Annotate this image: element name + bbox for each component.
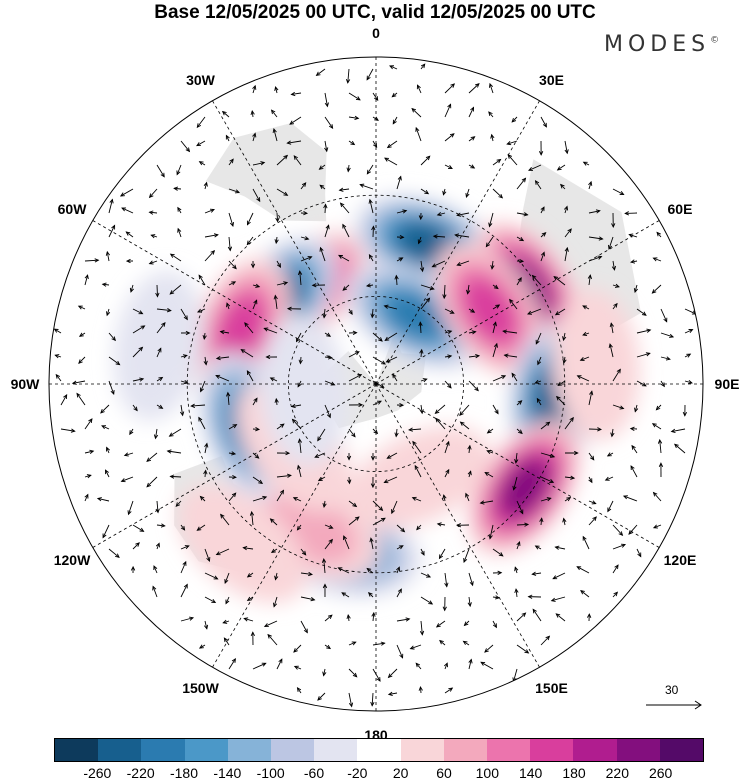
colorbar-tick-label: 220 xyxy=(605,765,630,781)
colorbar-tick-label: -60 xyxy=(303,765,325,781)
colorbar-swatch xyxy=(314,739,358,761)
longitude-label: 150W xyxy=(182,679,219,696)
longitude-label: 0 xyxy=(372,25,380,41)
colorbar-swatch xyxy=(573,739,617,761)
longitude-label: 120E xyxy=(663,551,697,568)
colorbar-tick-label: -260 xyxy=(83,765,112,781)
colorbar-tick-label: -220 xyxy=(126,765,155,781)
longitude-label: 120W xyxy=(53,551,91,568)
map-border xyxy=(48,56,704,712)
longitude-label: 150E xyxy=(535,679,568,696)
wind-vectors xyxy=(53,63,697,708)
colorbar-tick-label: -100 xyxy=(256,765,285,781)
colorbar-swatch xyxy=(659,739,704,761)
colorbar-swatch xyxy=(271,739,315,761)
modes-logo: MODES© xyxy=(604,32,720,57)
colorbar-tick-label: 60 xyxy=(436,765,452,781)
colorbar-tick-label: -180 xyxy=(169,765,199,781)
colorbar-swatch xyxy=(357,739,401,761)
colorbar-tick-label: 260 xyxy=(648,765,673,781)
anomaly-field xyxy=(113,195,641,603)
anomaly-8 xyxy=(467,420,582,556)
anomaly-15 xyxy=(259,314,349,467)
longitude-label: 90W xyxy=(10,376,40,392)
colorbar-swatch xyxy=(227,739,272,761)
anomaly-16 xyxy=(551,288,641,441)
colorbar-tick-label: 140 xyxy=(518,765,543,781)
longitude-label: 60E xyxy=(667,200,693,217)
colorbar-tick-label: -20 xyxy=(347,765,368,781)
reference-arrow-icon xyxy=(646,700,702,710)
colorbar-swatch xyxy=(98,739,142,761)
reference-vector-label: 30 xyxy=(665,683,679,697)
colorbar-tick-label: 180 xyxy=(562,765,586,781)
colorbar-swatch xyxy=(616,739,660,761)
longitude-label: 90E xyxy=(714,376,740,392)
colorbar-tick-label: 20 xyxy=(392,765,409,781)
colorbar-tick-label: 100 xyxy=(475,765,500,781)
longitude-label: 30W xyxy=(186,72,215,89)
anomaly-11 xyxy=(177,484,307,603)
graticule xyxy=(49,57,703,711)
colorbar-swatch xyxy=(141,739,185,761)
reference-vector: 30 xyxy=(643,683,713,713)
colorbar-ticks: -260 -220 -180 -140 -100 -60 -20 20 60 100 140 180 2… xyxy=(54,765,704,783)
colorbar-swatch xyxy=(443,739,488,761)
colorbar-swatch xyxy=(400,739,444,761)
colorbar-swatch xyxy=(530,739,574,761)
colorbar-swatch xyxy=(55,739,99,761)
colorbar xyxy=(54,738,704,762)
anomaly-13 xyxy=(348,426,491,529)
colorbar-tick-label: -140 xyxy=(213,765,242,781)
map-title: Base 12/05/2025 00 UTC, valid 12/05/2025… xyxy=(154,2,596,23)
longitude-label: 60W xyxy=(57,200,87,217)
longitude-label: 30E xyxy=(539,72,564,89)
land-2 xyxy=(205,123,327,222)
colorbar-swatch xyxy=(184,739,228,761)
colorbar-swatch xyxy=(487,739,531,761)
anomaly-17 xyxy=(113,270,205,421)
